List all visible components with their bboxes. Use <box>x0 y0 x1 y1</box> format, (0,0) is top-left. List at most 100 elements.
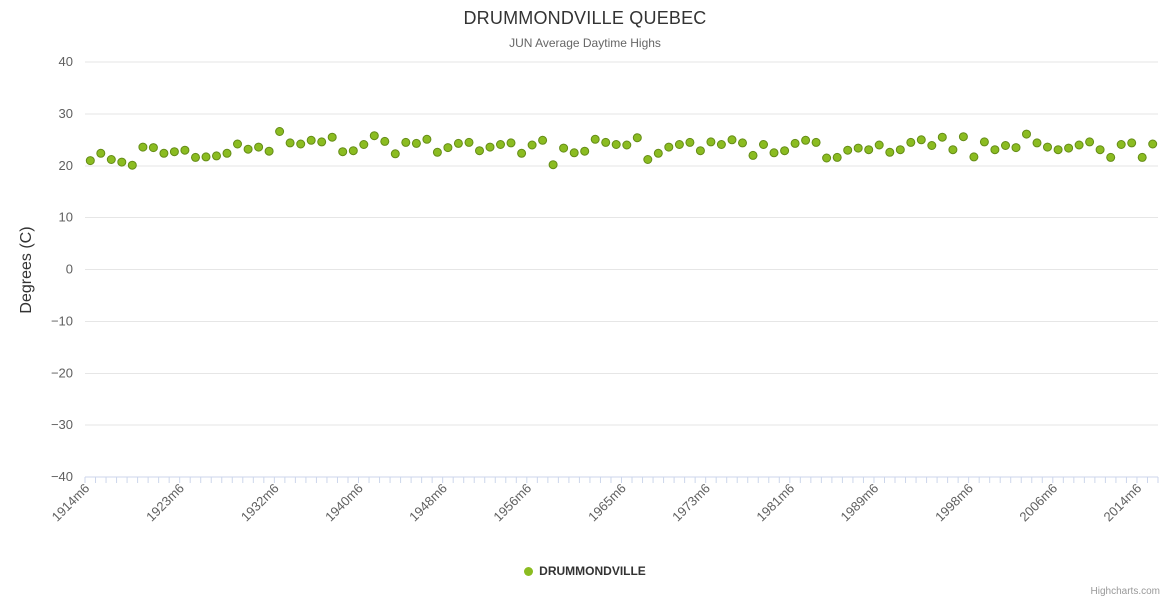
data-point[interactable] <box>948 145 958 155</box>
data-point[interactable] <box>843 145 853 155</box>
data-point[interactable] <box>1064 143 1074 153</box>
data-point[interactable] <box>338 147 348 157</box>
data-point[interactable] <box>801 135 811 145</box>
data-point[interactable] <box>306 135 316 145</box>
data-point[interactable] <box>85 156 95 166</box>
data-point[interactable] <box>727 135 737 145</box>
data-point[interactable] <box>653 148 663 158</box>
data-point[interactable] <box>895 145 905 155</box>
data-point[interactable] <box>359 140 369 149</box>
data-point[interactable] <box>958 132 968 142</box>
data-point[interactable] <box>201 152 211 162</box>
data-point[interactable] <box>285 138 295 148</box>
data-point[interactable] <box>632 133 642 143</box>
data-point[interactable] <box>811 137 821 147</box>
data-point[interactable] <box>243 144 253 154</box>
data-point[interactable] <box>485 142 495 152</box>
data-point[interactable] <box>927 141 937 150</box>
data-point[interactable] <box>738 138 747 148</box>
data-point[interactable] <box>496 140 505 149</box>
data-point[interactable] <box>159 148 169 158</box>
data-point[interactable] <box>853 143 863 153</box>
data-point[interactable] <box>222 148 232 158</box>
data-point[interactable] <box>212 151 221 161</box>
data-point[interactable] <box>327 132 337 142</box>
data-point[interactable] <box>117 157 127 167</box>
data-point[interactable] <box>275 127 285 136</box>
data-point[interactable] <box>559 143 569 153</box>
data-point[interactable] <box>716 140 726 149</box>
data-point[interactable] <box>348 146 358 156</box>
data-point[interactable] <box>443 143 453 153</box>
data-point[interactable] <box>759 140 768 149</box>
data-point[interactable] <box>643 155 653 164</box>
data-point[interactable] <box>106 155 116 164</box>
data-point[interactable] <box>548 160 558 170</box>
data-point[interactable] <box>885 147 895 157</box>
data-point[interactable] <box>296 139 306 149</box>
data-point[interactable] <box>969 152 979 162</box>
data-point[interactable] <box>432 147 442 157</box>
data-point[interactable] <box>601 137 611 147</box>
data-point[interactable] <box>233 139 242 149</box>
data-point[interactable] <box>937 132 947 142</box>
data-point[interactable] <box>148 143 158 153</box>
data-point[interactable] <box>317 137 327 147</box>
data-point[interactable] <box>138 142 148 152</box>
data-point[interactable] <box>527 140 537 150</box>
data-point[interactable] <box>96 148 106 158</box>
data-point[interactable] <box>1148 139 1158 149</box>
data-point[interactable] <box>748 150 758 160</box>
data-point[interactable] <box>1116 140 1126 149</box>
data-point[interactable] <box>1095 145 1105 155</box>
legend-item[interactable]: DRUMMONDVILLE <box>0 564 1170 578</box>
data-point[interactable] <box>780 146 790 156</box>
data-point[interactable] <box>1106 152 1116 162</box>
data-point[interactable] <box>401 137 411 147</box>
data-point[interactable] <box>874 140 884 150</box>
credits-link[interactable]: Highcharts.com <box>1090 586 1160 597</box>
data-point[interactable] <box>1001 141 1010 150</box>
data-point[interactable] <box>664 142 674 152</box>
data-point[interactable] <box>580 146 590 156</box>
data-point[interactable] <box>390 149 400 159</box>
data-point[interactable] <box>475 146 484 156</box>
data-point[interactable] <box>790 138 800 148</box>
data-point[interactable] <box>1137 152 1147 162</box>
data-point[interactable] <box>411 138 421 148</box>
data-point[interactable] <box>264 146 274 156</box>
data-point[interactable] <box>127 160 137 170</box>
data-point[interactable] <box>1127 138 1137 148</box>
data-point[interactable] <box>569 148 579 158</box>
data-point[interactable] <box>695 146 705 156</box>
data-point[interactable] <box>590 134 600 144</box>
data-point[interactable] <box>254 142 264 152</box>
data-point[interactable] <box>191 152 200 162</box>
data-point[interactable] <box>180 145 190 155</box>
data-point[interactable] <box>369 131 379 141</box>
data-point[interactable] <box>1074 140 1084 150</box>
data-point[interactable] <box>538 135 548 145</box>
data-point[interactable] <box>380 136 390 146</box>
data-point[interactable] <box>674 140 684 149</box>
data-point[interactable] <box>864 145 874 155</box>
data-point[interactable] <box>453 138 463 148</box>
data-point[interactable] <box>169 147 179 157</box>
data-point[interactable] <box>706 137 716 147</box>
data-point[interactable] <box>916 135 926 145</box>
data-point[interactable] <box>517 148 527 158</box>
data-point[interactable] <box>685 137 695 147</box>
data-point[interactable] <box>822 153 832 163</box>
data-point[interactable] <box>906 137 916 147</box>
data-point[interactable] <box>990 145 1000 155</box>
data-point[interactable] <box>1022 129 1031 139</box>
data-point[interactable] <box>464 137 474 147</box>
data-point[interactable] <box>622 140 632 150</box>
data-point[interactable] <box>979 137 989 147</box>
data-point[interactable] <box>1011 143 1021 153</box>
data-point[interactable] <box>1032 138 1042 148</box>
data-point[interactable] <box>1053 145 1063 155</box>
data-point[interactable] <box>422 134 432 144</box>
data-point[interactable] <box>611 140 621 149</box>
data-point[interactable] <box>832 152 842 162</box>
